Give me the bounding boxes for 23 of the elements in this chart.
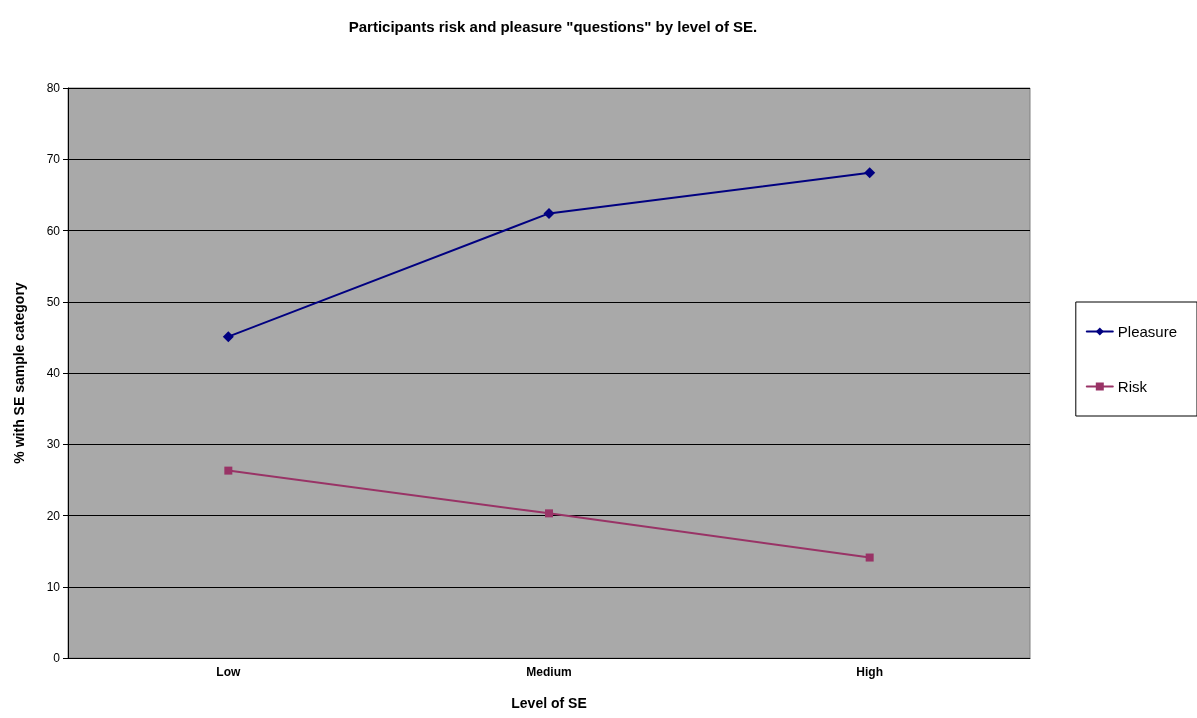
x-tick-label: Low — [216, 665, 241, 679]
y-tick-label: 30 — [46, 437, 61, 452]
legend-label: Risk — [1117, 378, 1148, 395]
y-tick-label: 20 — [46, 508, 61, 523]
y-axis-title: % with SE sample category — [11, 282, 27, 464]
point — [543, 207, 555, 219]
y-tick-label: 80 — [46, 81, 61, 95]
x-tick-label: Medium — [526, 665, 572, 679]
y-tick-label: 0 — [53, 651, 61, 665]
y-tick-label: 70 — [46, 152, 61, 167]
x-tick-label: High — [856, 665, 883, 679]
point — [545, 509, 553, 518]
y-tick-label: 60 — [46, 223, 61, 238]
y-tick-label: 40 — [46, 366, 61, 380]
y-tick-label: 10 — [46, 579, 61, 594]
point — [864, 167, 876, 179]
point — [222, 331, 234, 343]
chart-title: Participants risk and pleasure "questions" by level of SE. — [348, 18, 758, 35]
point — [224, 466, 233, 475]
point — [865, 553, 874, 562]
x-axis-title: Level of SE — [511, 695, 587, 711]
y-tick-label: 50 — [46, 294, 61, 309]
legend-label: Pleasure — [1117, 323, 1177, 340]
